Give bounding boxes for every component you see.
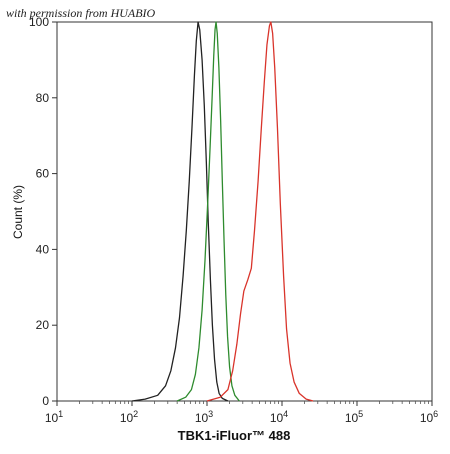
series-line-2 <box>176 21 240 402</box>
plot-frame <box>56 21 433 402</box>
x-tick-label: 104 <box>270 409 288 425</box>
y-tick-label: 60 <box>36 167 50 181</box>
y-tick-label: 40 <box>36 242 50 256</box>
y-tick-label: 100 <box>29 15 49 29</box>
x-tick-label: 106 <box>420 409 438 425</box>
x-axis-title: TBK1-iFluor™ 488 <box>178 428 291 443</box>
x-tick-label: 102 <box>120 409 138 425</box>
y-axis: 0 20 40 60 80 100 <box>29 15 57 408</box>
watermark-text: with permission from HUABIO <box>6 6 156 20</box>
y-tick-label: 80 <box>36 91 50 105</box>
x-tick-label: 101 <box>45 409 63 425</box>
series-line-3 <box>206 21 314 402</box>
y-axis-title: Count (%) <box>11 185 25 239</box>
y-tick-label: 0 <box>42 394 49 408</box>
x-axis: 101 102 103 104 105 106 <box>45 401 438 425</box>
series-group <box>131 21 314 402</box>
x-tick-label: 103 <box>195 409 213 425</box>
x-tick-label: 105 <box>345 409 363 425</box>
series-line-1 <box>131 21 229 402</box>
y-tick-label: 20 <box>36 318 50 332</box>
